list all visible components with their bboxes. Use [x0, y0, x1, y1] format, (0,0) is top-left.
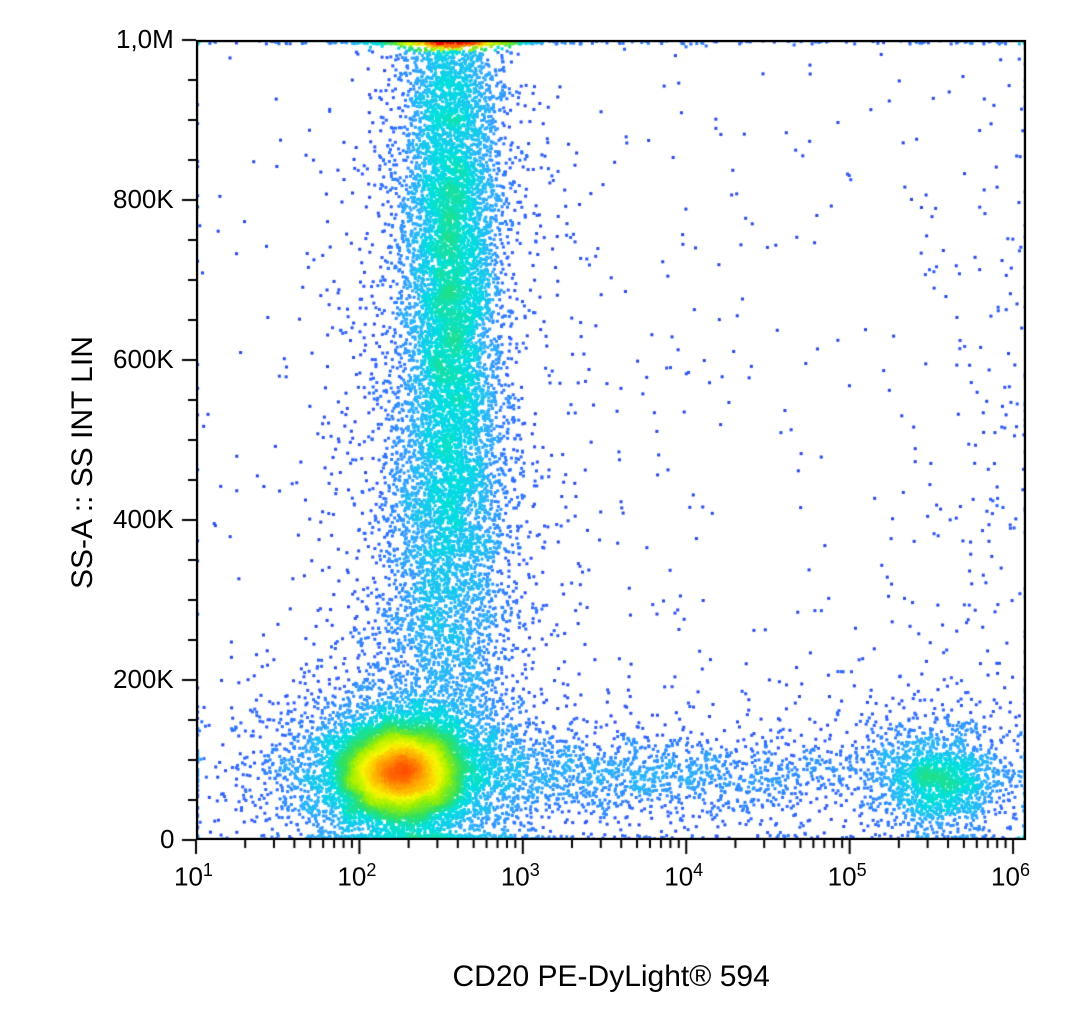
figure: SS-A :: SS INT LIN CD20 PE-DyLight® 594 … — [0, 0, 1080, 1009]
axis-overlay-canvas — [0, 0, 1080, 1009]
